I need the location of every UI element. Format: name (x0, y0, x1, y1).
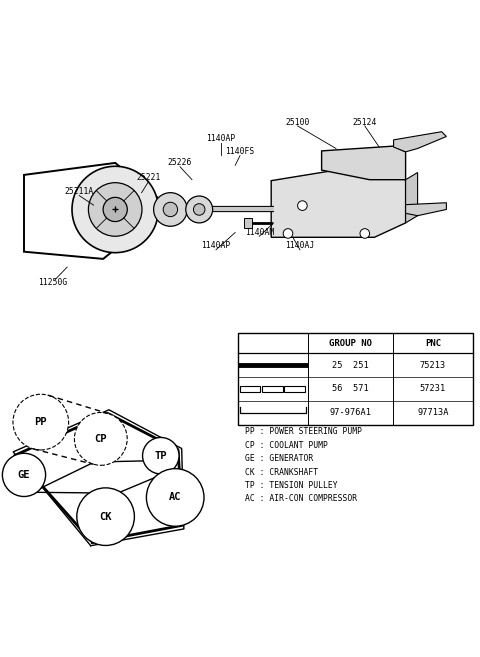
Text: CP : COOLANT PUMP: CP : COOLANT PUMP (245, 441, 328, 449)
Text: PNC: PNC (425, 339, 441, 348)
Text: TP : TENSION PULLEY: TP : TENSION PULLEY (245, 481, 337, 490)
Text: 25100: 25100 (286, 118, 310, 127)
Bar (240, 386, 260, 392)
Polygon shape (322, 146, 406, 180)
Text: GE : GENERATOR: GE : GENERATOR (245, 454, 313, 463)
Circle shape (360, 229, 370, 238)
Text: TP: TP (155, 451, 167, 461)
Bar (285, 386, 305, 392)
Bar (238, 333, 473, 424)
Circle shape (88, 183, 142, 237)
FancyBboxPatch shape (244, 218, 252, 228)
Text: CK : CRANKSHAFT: CK : CRANKSHAFT (245, 468, 318, 476)
Circle shape (2, 453, 46, 497)
Circle shape (186, 196, 213, 223)
Text: 1140FS: 1140FS (226, 147, 254, 156)
Text: AC: AC (169, 493, 181, 503)
Polygon shape (406, 203, 446, 215)
Text: AC : AIR-CON COMPRESSOR: AC : AIR-CON COMPRESSOR (245, 495, 357, 503)
Circle shape (298, 201, 307, 210)
Text: 57231: 57231 (420, 384, 446, 394)
Text: 1140AM: 1140AM (245, 228, 274, 237)
Polygon shape (406, 173, 418, 223)
Polygon shape (271, 170, 406, 237)
Circle shape (74, 413, 127, 465)
Text: 75213: 75213 (420, 361, 446, 370)
Circle shape (143, 438, 179, 474)
Text: 25  251: 25 251 (332, 361, 369, 370)
Text: GROUP NO: GROUP NO (329, 339, 372, 348)
Circle shape (13, 394, 69, 450)
Text: 25124: 25124 (353, 118, 377, 127)
Circle shape (146, 468, 204, 526)
Text: 25226: 25226 (168, 158, 192, 168)
Text: 25211A: 25211A (65, 187, 94, 196)
Circle shape (72, 166, 158, 253)
Circle shape (283, 229, 293, 238)
Text: 11250G: 11250G (38, 279, 67, 287)
Text: CK: CK (99, 512, 112, 522)
Text: 1140AP: 1140AP (206, 135, 235, 143)
Text: CP: CP (95, 434, 107, 444)
Circle shape (103, 197, 127, 221)
Text: 56  571: 56 571 (332, 384, 369, 394)
Text: 1140AP: 1140AP (202, 241, 230, 250)
Text: 97713A: 97713A (417, 408, 449, 417)
Text: PP : POWER STEERING PUMP: PP : POWER STEERING PUMP (245, 427, 362, 436)
Polygon shape (394, 131, 446, 152)
Circle shape (154, 193, 187, 226)
Text: PP: PP (35, 417, 47, 427)
Text: 25221: 25221 (137, 173, 161, 182)
Text: GE: GE (18, 470, 30, 480)
Circle shape (163, 202, 178, 217)
Text: 1140AJ: 1140AJ (286, 241, 314, 250)
Circle shape (193, 204, 205, 215)
Bar (262, 386, 283, 392)
Text: 97-976A1: 97-976A1 (329, 408, 372, 417)
Circle shape (77, 488, 134, 545)
